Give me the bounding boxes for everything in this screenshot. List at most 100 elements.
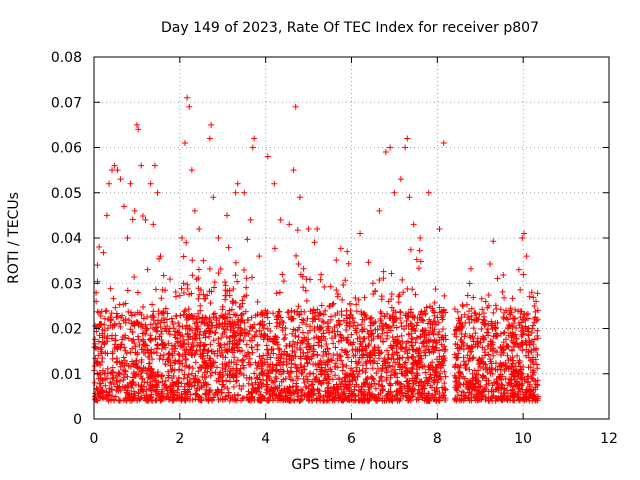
data-point [95,375,102,382]
data-point [97,389,104,396]
data-point [420,318,427,325]
data-point [232,189,239,196]
data-point [148,335,155,342]
data-point [292,353,299,360]
data-point [245,380,252,387]
data-point [460,303,466,310]
data-point [532,378,539,385]
data-point [235,322,242,329]
data-point [372,288,379,295]
data-point [414,319,421,326]
data-point [264,397,271,404]
data-point [485,342,492,349]
data-point [343,307,350,314]
data-point [263,389,270,396]
data-point [481,317,488,324]
data-point [138,311,145,318]
data-point [512,306,519,313]
data-point [206,387,213,394]
data-point [135,126,142,133]
data-point [282,375,289,382]
data-point [454,345,461,352]
data-point [191,335,198,342]
data-point [501,329,508,336]
data-point [276,289,283,296]
data-point [344,354,351,361]
data-point [389,322,396,329]
data-point [482,394,489,401]
data-point [186,103,193,110]
data-point [340,335,347,342]
data-point [110,374,117,381]
data-point [358,321,365,328]
data-point [401,383,408,390]
data-point [436,337,443,344]
data-point [392,359,399,366]
data-point [98,358,105,365]
data-point [454,383,461,390]
data-point [463,301,470,308]
data-point [269,361,276,368]
data-point [230,327,237,334]
data-point [124,287,131,294]
data-point [290,167,297,174]
data-point [489,382,496,389]
data-point [389,312,396,319]
data-point [329,376,336,383]
data-point [309,353,316,360]
data-point [404,285,411,292]
data-point [411,386,418,393]
data-point [126,394,133,401]
data-point [215,340,222,347]
data-point [226,334,233,341]
data-point [170,380,177,387]
data-point [293,252,300,259]
data-point [504,325,511,332]
data-point [412,348,419,355]
data-point [307,323,314,330]
data-point [365,259,372,266]
data-point [288,307,295,314]
data-point [184,380,191,387]
data-point [408,309,415,316]
data-point [471,317,478,324]
data-point [180,280,187,287]
data-point [169,318,176,325]
data-point [470,354,477,361]
data-point [347,319,354,326]
data-point [188,167,195,174]
data-point [525,331,532,338]
data-point [128,384,135,391]
data-point [339,378,346,385]
data-point [208,369,215,376]
data-point [514,373,521,380]
data-point [275,392,282,399]
data-point [176,292,183,299]
data-point [487,260,494,267]
data-point [184,94,191,101]
data-point [195,285,202,292]
data-point [154,342,161,349]
data-point [143,392,150,399]
data-point [478,295,485,302]
data-point [239,395,246,402]
data-point [194,342,201,349]
data-point [361,388,368,395]
data-point [230,365,237,372]
data-point [510,357,517,364]
data-point [311,327,318,334]
data-point [476,311,483,318]
data-point [206,315,213,322]
data-point [214,386,221,393]
data-point [200,350,207,357]
data-point [464,342,471,349]
data-point [392,317,399,324]
data-point [346,314,353,321]
data-point [97,346,104,353]
data-point [152,397,159,404]
data-point [110,369,117,376]
data-point [505,390,512,397]
data-point [354,373,361,380]
data-point [483,329,490,336]
data-point [219,323,226,330]
